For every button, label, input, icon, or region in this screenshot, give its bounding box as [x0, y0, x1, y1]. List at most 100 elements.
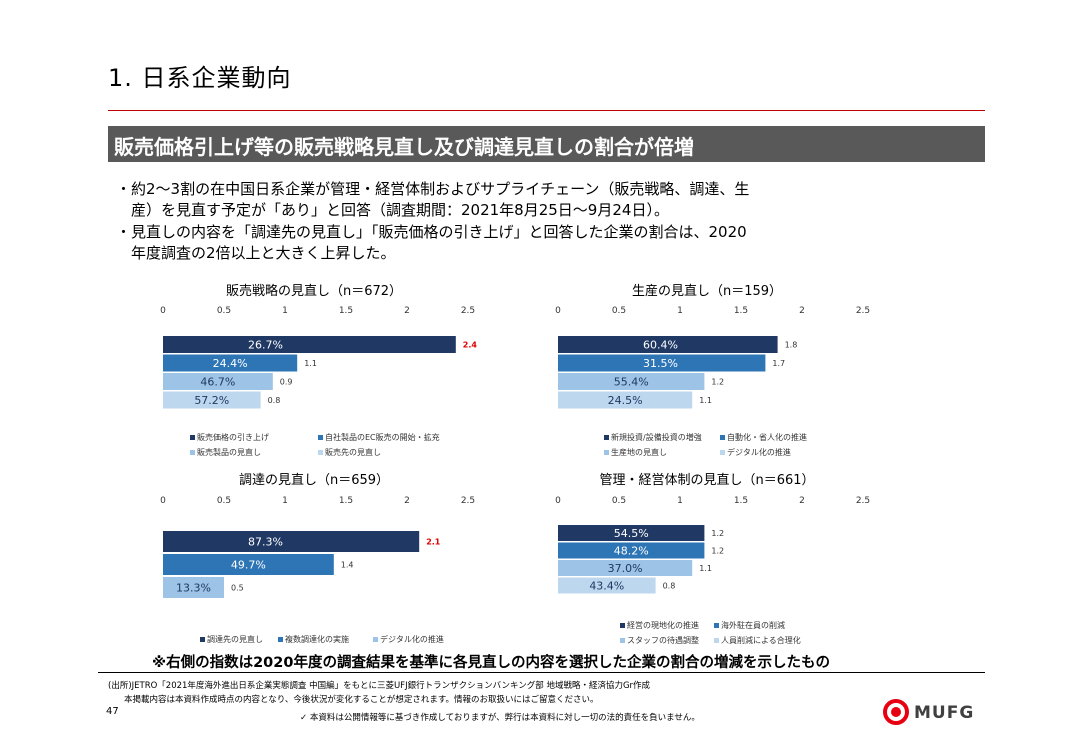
footer-divider [98, 672, 985, 673]
legend-swatch [200, 637, 205, 642]
source-note: (出所)JETRO「2021年度海外進出日系企業実態調査 中国編」をもとに三菱U… [108, 681, 651, 691]
bar [163, 391, 261, 409]
tick-label: 0.5 [217, 496, 231, 506]
bar-value-label: 1.8 [785, 341, 798, 350]
bar [163, 354, 298, 372]
legend-label: デジタル化の推進 [380, 635, 444, 644]
legend-label: 調達先の見直し [207, 635, 263, 644]
bar-value-label: 1.2 [711, 378, 724, 387]
bullet-line-1: ・約2～3割の在中国日系企業が管理・経営体制およびサプライチェーン（販売戦略、調… [116, 180, 750, 198]
bar [558, 373, 705, 390]
bar-value-label: 0.5 [231, 584, 244, 593]
bar [558, 542, 705, 559]
bar-percent-label: 46.7% [200, 376, 235, 389]
legend-item: 生産地の見直し [604, 447, 667, 458]
tick-label: 2 [799, 306, 805, 316]
bar-percent-label: 31.5% [643, 357, 678, 370]
chart-title: 調達の見直し（n＝659） [238, 473, 390, 488]
tick-label: 2 [404, 496, 410, 506]
chart-title: 生産の見直し（n＝159） [631, 284, 783, 299]
bar-percent-label: 55.4% [614, 376, 649, 389]
tick-label: 0 [160, 306, 166, 316]
bar [558, 560, 693, 576]
tick-label: 0.5 [612, 306, 626, 316]
tick-label: 2.5 [461, 306, 475, 316]
legend-label: 販売価格の引き上げ [197, 433, 269, 442]
legend-label: 生産地の見直し [611, 448, 667, 457]
legend-item: 調達先の見直し [200, 634, 263, 645]
bar [163, 577, 224, 598]
legend-swatch [604, 435, 609, 440]
bar [558, 336, 778, 353]
bar [163, 336, 456, 353]
bar-percent-label: 87.3% [248, 536, 283, 549]
page-number: 47 [106, 706, 119, 717]
legend-label: 販売製品の見直し [197, 448, 261, 457]
legend-item: 複数調達化の実施 [278, 634, 349, 645]
legend-item: デジタル化の推進 [720, 447, 791, 458]
tick-label: 0 [555, 306, 561, 316]
bar-value-label: 1.2 [711, 529, 724, 538]
legend-item: 自動化・省人化の推進 [720, 432, 807, 443]
bar-percent-label: 57.2% [194, 394, 229, 407]
legend-swatch [720, 450, 725, 455]
legend-label: 海外駐在員の削減 [721, 621, 785, 630]
legend-label: 新規投資/設備投資の増強 [611, 433, 702, 442]
legend-item: 販売価格の引き上げ [190, 432, 269, 443]
tick-label: 1 [677, 496, 683, 506]
bar-percent-label: 26.7% [248, 339, 283, 352]
legend-item: 人員削減による合理化 [714, 635, 801, 646]
legend-item: 新規投資/設備投資の増強 [604, 432, 702, 443]
tick-label: 1.5 [734, 496, 748, 506]
legal-note: ✓ 本資料は公開情報等に基づき作成しておりますが、弊行は本資料に対し一切の法的責… [300, 713, 700, 723]
headline-banner [108, 126, 985, 162]
bar-value-label: 1.1 [699, 396, 712, 405]
tick-label: 0.5 [217, 306, 231, 316]
tick-label: 1.5 [339, 496, 353, 506]
legend-item: 経営の現地化の推進 [620, 620, 699, 631]
legend-swatch [278, 637, 283, 642]
bar-percent-label: 48.2% [614, 545, 649, 558]
legend-swatch [604, 450, 609, 455]
bar-value-label: 0.8 [268, 396, 281, 405]
bar-percent-label: 24.4% [213, 357, 248, 370]
legend-label: 人員削減による合理化 [721, 636, 801, 645]
bar [163, 554, 334, 575]
title-divider [108, 110, 985, 111]
legend-swatch [620, 623, 625, 628]
tick-label: 2.5 [856, 496, 870, 506]
bar [163, 373, 273, 390]
bar-value-label: 0.8 [663, 582, 676, 591]
tick-label: 2.5 [856, 306, 870, 316]
tick-label: 0 [160, 496, 166, 506]
legend-swatch [318, 435, 323, 440]
bar-value-label: 1.4 [341, 561, 354, 570]
bar-percent-label: 37.0% [608, 562, 643, 575]
mufg-logo-text: MUFG [914, 703, 975, 723]
bullet-line-4: 年度調査の2倍以上と大きく上昇した。 [116, 244, 396, 262]
bar-percent-label: 54.5% [614, 527, 649, 540]
legend-item: 海外駐在員の削減 [714, 620, 785, 631]
tick-label: 2 [404, 306, 410, 316]
legend-item: 自社製品のEC販売の開始・拡充 [318, 432, 440, 443]
legend-swatch [190, 435, 195, 440]
bar [163, 531, 420, 552]
headline-text: 販売価格引上げ等の販売戦略見直し及び調達見直しの割合が倍増 [114, 135, 694, 159]
tick-label: 1.5 [734, 306, 748, 316]
legend-item: 販売先の見直し [318, 447, 381, 458]
legend-swatch [714, 638, 719, 643]
disclaimer-note: 本掲載内容は本資料作成時点の内容となり、今後状況が変化することが想定されます。情… [124, 695, 599, 705]
bullet-line-3: ・見直しの内容を「調達先の見直し」「販売価格の引き上げ」と回答した企業の割合は、… [116, 223, 747, 241]
tick-label: 2 [799, 496, 805, 506]
bar-value-label: 1.2 [711, 547, 724, 556]
chart-title: 販売戦略の見直し（n＝672） [225, 284, 403, 299]
bar-value-label: 2.4 [463, 341, 478, 350]
bullet-line-2: 産）を見直す予定が「あり」と回答（調査期間：2021年8月25日～9月24日）。 [116, 201, 669, 219]
chart-title: 管理・経営体制の見直し（n＝661） [599, 473, 815, 488]
bar-percent-label: 43.4% [589, 580, 624, 593]
slide-title: 1. 日系企業動向 [108, 64, 292, 92]
